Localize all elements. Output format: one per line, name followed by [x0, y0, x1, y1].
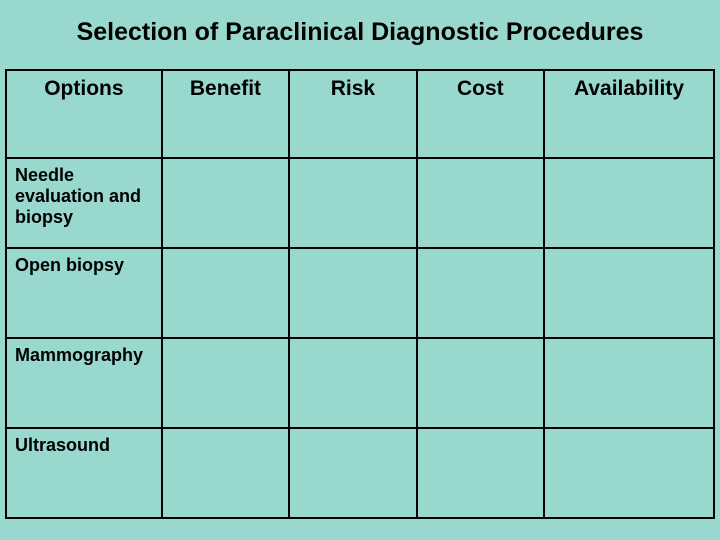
table-row: Mammography — [6, 338, 714, 428]
cell — [289, 248, 416, 338]
cell — [289, 158, 416, 248]
col-header-options: Options — [6, 70, 162, 158]
row-label: Mammography — [6, 338, 162, 428]
cell — [417, 248, 544, 338]
col-header-availability: Availability — [544, 70, 714, 158]
cell — [417, 338, 544, 428]
row-label: Ultrasound — [6, 428, 162, 518]
row-label: Open biopsy — [6, 248, 162, 338]
cell — [289, 338, 416, 428]
cell — [544, 338, 714, 428]
cell — [544, 428, 714, 518]
slide-title: Selection of Paraclinical Diagnostic Pro… — [0, 18, 720, 47]
cell — [289, 428, 416, 518]
table-row: Open biopsy — [6, 248, 714, 338]
col-header-risk: Risk — [289, 70, 416, 158]
procedures-table: Options Benefit Risk Cost Availability N… — [5, 69, 715, 519]
cell — [162, 428, 289, 518]
col-header-cost: Cost — [417, 70, 544, 158]
cell — [162, 338, 289, 428]
row-label: Needle evaluation and biopsy — [6, 158, 162, 248]
cell — [162, 248, 289, 338]
col-header-benefit: Benefit — [162, 70, 289, 158]
table-header-row: Options Benefit Risk Cost Availability — [6, 70, 714, 158]
table-row: Needle evaluation and biopsy — [6, 158, 714, 248]
cell — [417, 428, 544, 518]
cell — [544, 158, 714, 248]
cell — [544, 248, 714, 338]
table-row: Ultrasound — [6, 428, 714, 518]
cell — [417, 158, 544, 248]
table-wrapper: Options Benefit Risk Cost Availability N… — [0, 69, 720, 519]
cell — [162, 158, 289, 248]
slide-container: Selection of Paraclinical Diagnostic Pro… — [0, 0, 720, 540]
